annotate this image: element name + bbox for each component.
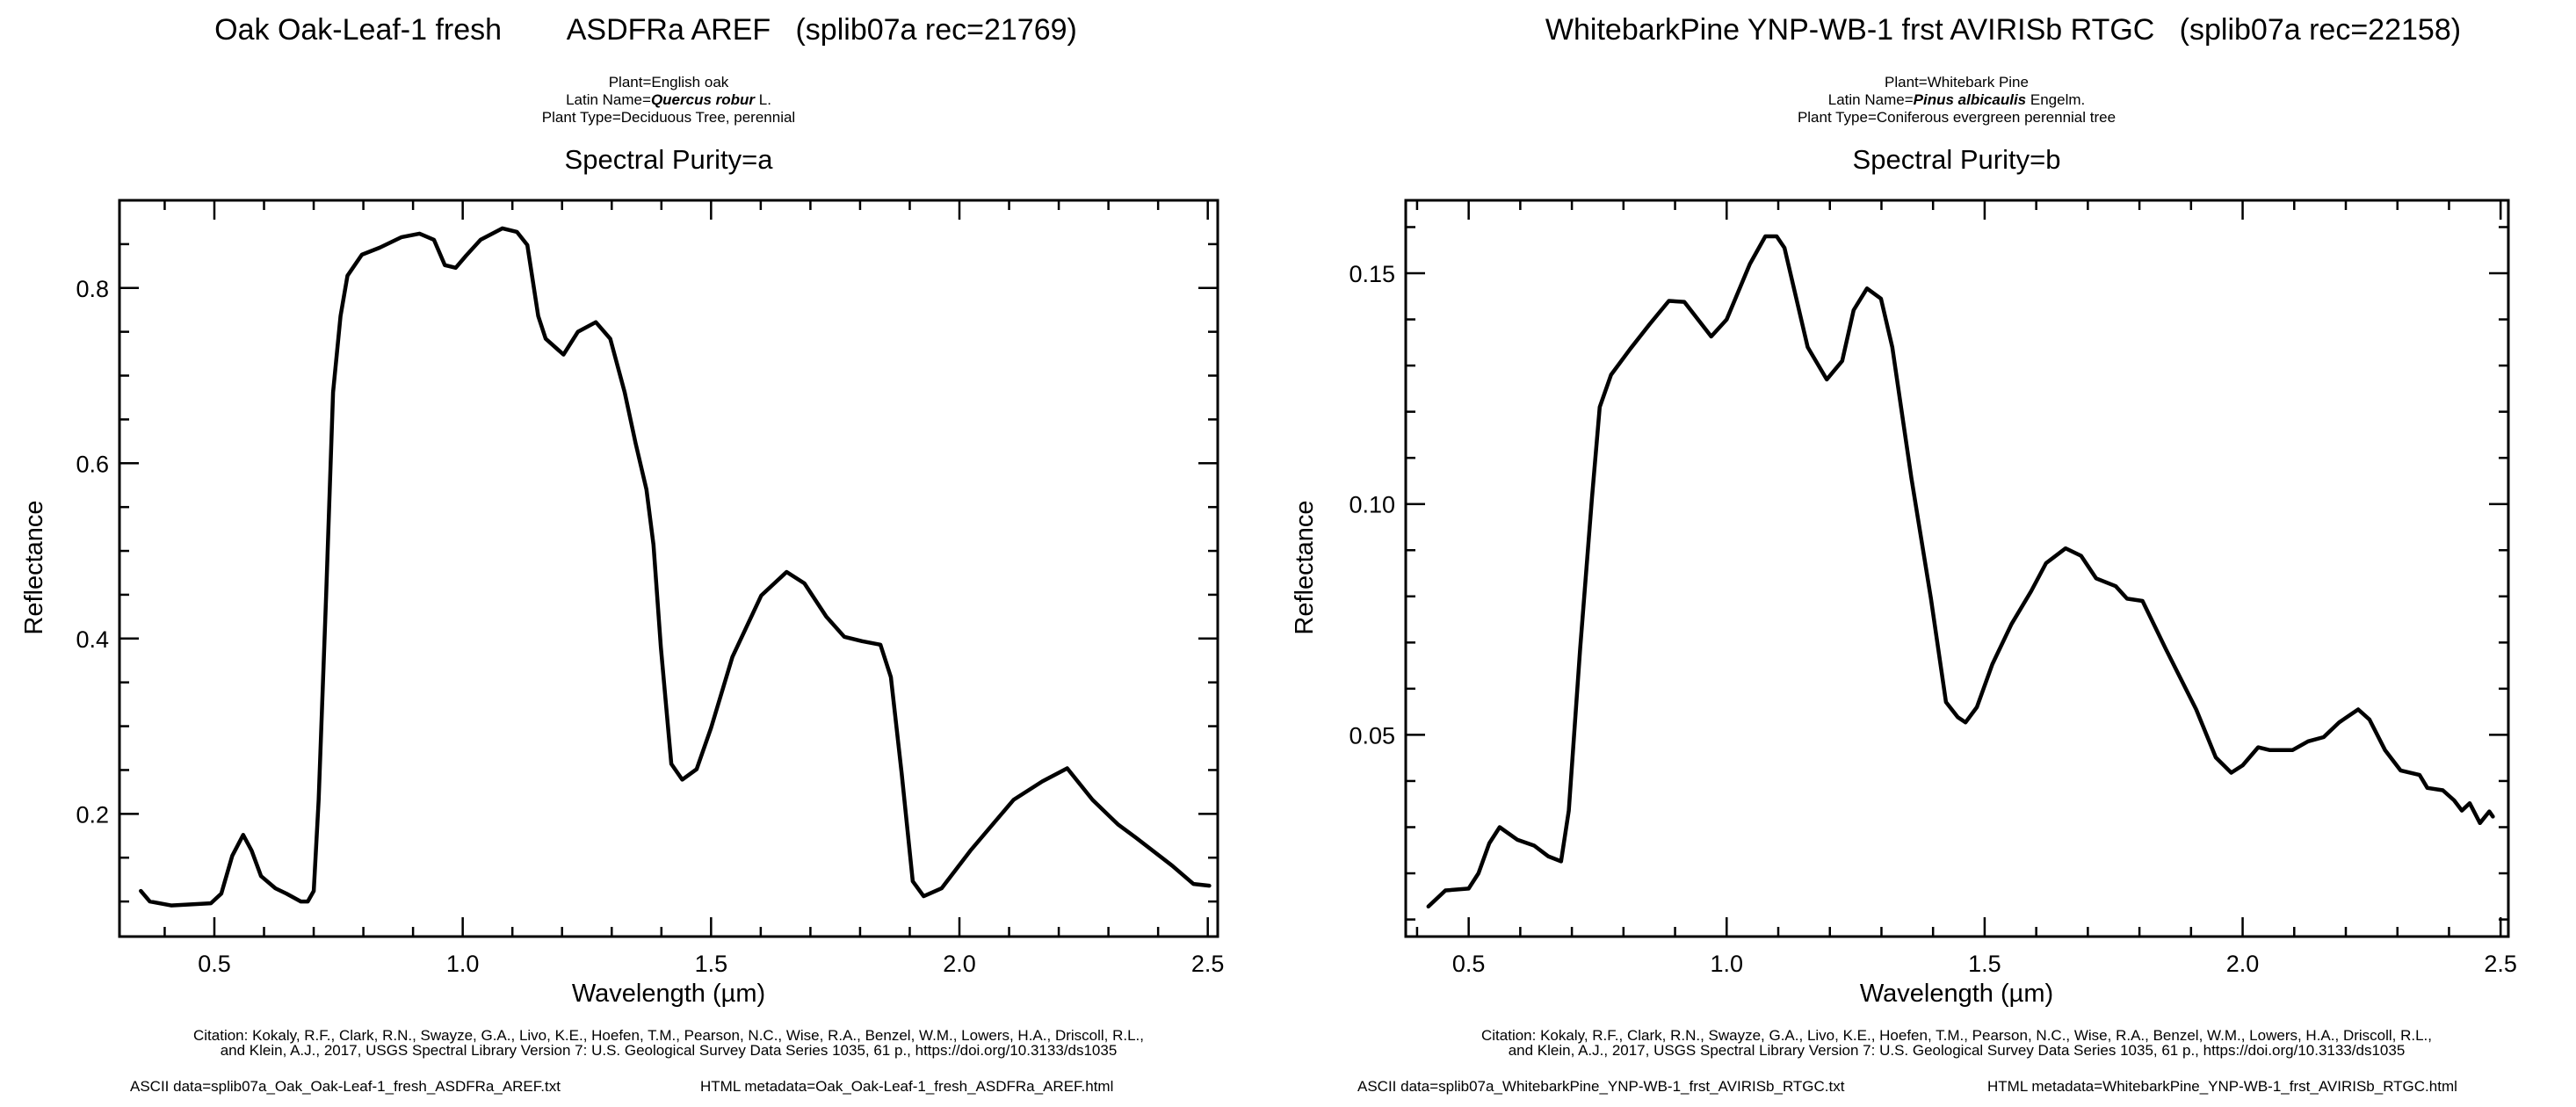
y-tick-label: 0.8: [76, 276, 109, 302]
x-tick-label: 0.5: [198, 951, 231, 977]
latin-name: Latin Name=Pinus albicaulis Engelm.: [1828, 91, 2085, 108]
y-tick-label: 0.10: [1349, 492, 1395, 518]
latin-prefix: Latin Name=: [1828, 91, 1914, 108]
plant-name: Plant=Whitebark Pine: [1885, 74, 2029, 90]
latin-name: Latin Name=Quercus robur L.: [566, 91, 771, 108]
y-tick-label: 0.15: [1349, 261, 1395, 287]
chart-title: Oak Oak-Leaf-1 fresh ASDFRa AREF (splib0…: [214, 13, 1077, 47]
spectral-purity: Spectral Purity=b: [1853, 144, 2061, 175]
chart-title: WhitebarkPine YNP-WB-1 frst AVIRISb RTGC…: [1545, 13, 2461, 47]
citation-line-2: and Klein, A.J., 2017, USGS Spectral Lib…: [221, 1042, 1118, 1059]
x-tick-label: 2.0: [943, 951, 976, 977]
plot-frame: [118, 199, 1219, 938]
y-tick-label: 0.05: [1349, 722, 1395, 749]
latin-italic: Quercus robur: [651, 91, 756, 108]
x-tick-label: 2.0: [2226, 951, 2260, 977]
plant-type: Plant Type=Coniferous evergreen perennia…: [1798, 109, 2116, 126]
latin-suffix: L.: [755, 91, 771, 108]
x-tick-label: 1.5: [1968, 951, 2001, 977]
citation-line-1: Citation: Kokaly, R.F., Clark, R.N., Swa…: [1481, 1027, 2432, 1044]
x-tick-label: 2.5: [2484, 951, 2517, 977]
x-tick-label: 1.0: [1711, 951, 1744, 977]
x-axis-label: Wavelength (µm): [572, 980, 765, 1008]
y-axis-label: Reflectance: [1291, 500, 1319, 634]
x-axis-label: Wavelength (µm): [1860, 980, 2053, 1008]
plot-frame: [1404, 199, 2510, 938]
html-metadata-filename: HTML metadata=WhitebarkPine_YNP-WB-1_frs…: [1987, 1078, 2457, 1095]
x-tick-label: 1.5: [695, 951, 728, 977]
chart-oak: Oak Oak-Leaf-1 fresh ASDFRa AREF (splib0…: [20, 13, 1224, 1095]
latin-italic: Pinus albicaulis: [1914, 91, 2027, 108]
y-tick-label: 0.2: [76, 801, 109, 828]
plant-type: Plant Type=Deciduous Tree, perennial: [542, 109, 795, 126]
ascii-data-filename: ASCII data=splib07a_WhitebarkPine_YNP-WB…: [1357, 1078, 1845, 1095]
plot-area: 0.5 1.0 1.5 2.0 2.5 0.2 0.4 0.6 0.8: [76, 199, 1225, 977]
ascii-data-filename: ASCII data=splib07a_Oak_Oak-Leaf-1_fresh…: [130, 1078, 561, 1095]
chart-whitebark-pine: WhitebarkPine YNP-WB-1 frst AVIRISb RTGC…: [1291, 13, 2517, 1095]
citation-line-1: Citation: Kokaly, R.F., Clark, R.N., Swa…: [193, 1027, 1144, 1044]
citation-line-2: and Klein, A.J., 2017, USGS Spectral Lib…: [1509, 1042, 2406, 1059]
plot-area: 0.5 1.0 1.5 2.0 2.5 0.05 0.10 0.15: [1349, 199, 2517, 977]
y-tick-label: 0.6: [76, 451, 109, 477]
x-tick-label: 0.5: [1452, 951, 1486, 977]
spectrum-line: [139, 226, 1212, 908]
html-metadata-filename: HTML metadata=Oak_Oak-Leaf-1_fresh_ASDFR…: [700, 1078, 1113, 1095]
spectral-purity: Spectral Purity=a: [565, 144, 774, 175]
spectrum-line: [1426, 234, 2495, 909]
y-tick-label: 0.4: [76, 626, 109, 653]
latin-suffix: Engelm.: [2026, 91, 2085, 108]
x-tick-label: 1.0: [446, 951, 480, 977]
plant-name: Plant=English oak: [609, 74, 729, 90]
latin-prefix: Latin Name=: [566, 91, 651, 108]
y-axis-label: Reflectance: [20, 500, 48, 634]
x-tick-label: 2.5: [1191, 951, 1225, 977]
